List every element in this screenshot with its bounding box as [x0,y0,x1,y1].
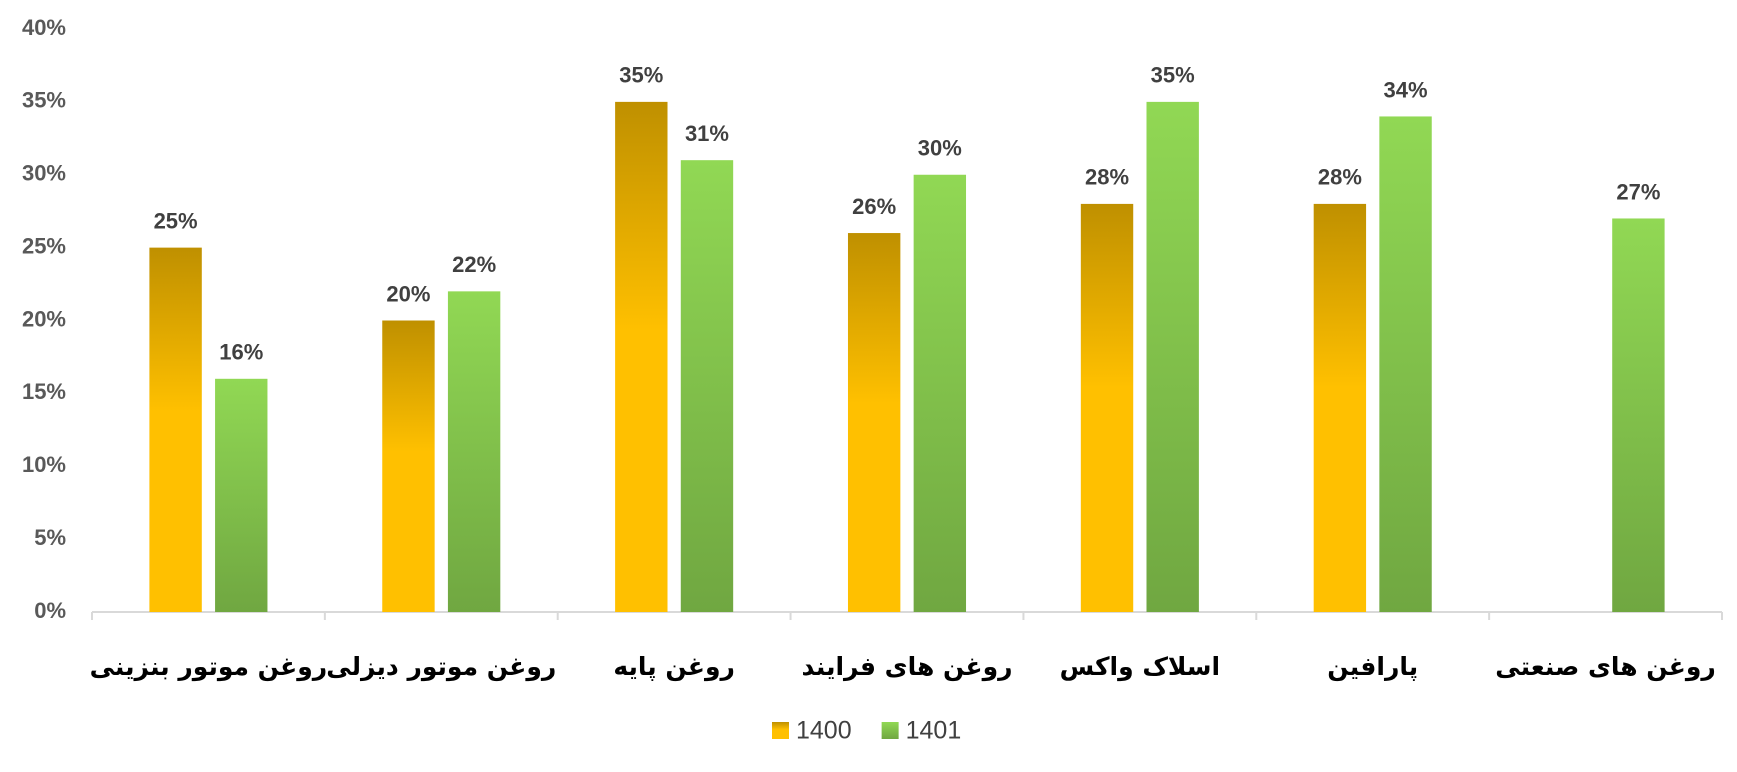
value-label: 30% [918,136,962,161]
bar [913,174,967,612]
bar [1080,203,1134,612]
bar [149,247,202,612]
y-tick-label: 5% [34,525,66,550]
x-tick-label: روغن های فرایند [801,652,1012,682]
y-tick-label: 10% [22,452,66,477]
bar [1379,116,1432,612]
y-tick-label: 25% [22,233,66,258]
value-label: 20% [386,281,430,306]
legend-swatch [881,722,899,739]
x-tick-label: روغن موتور بنزینی [90,652,328,682]
bar [215,378,268,612]
legend-label: 1400 [796,717,852,745]
legend-label: 1401 [906,717,962,745]
y-tick-label: 0% [34,598,66,623]
y-tick-label: 35% [22,88,66,113]
bar [615,101,668,612]
x-tick-label: روغن پایه [613,652,735,682]
x-tick-label: اسلاک واکس [1060,652,1220,682]
bar [447,291,501,612]
value-label: 25% [154,208,198,233]
y-tick-label: 15% [22,379,66,404]
value-label: 22% [452,252,496,277]
value-label: 34% [1384,77,1428,102]
value-label: 16% [219,340,263,365]
value-label: 28% [1085,165,1129,190]
value-label: 26% [852,194,896,219]
value-label: 28% [1318,165,1362,190]
value-label: 27% [1616,179,1660,204]
x-tick-label: روغن موتور دیزلی [326,652,556,682]
bar [382,320,435,612]
y-tick-label: 40% [22,15,66,40]
bar [1313,203,1367,612]
y-tick-label: 20% [22,306,66,331]
value-label: 35% [619,63,663,88]
legend-swatch [772,722,789,739]
bar [847,233,901,613]
value-label: 35% [1151,63,1195,88]
bar [1612,218,1665,612]
value-label: 31% [685,121,729,146]
bar [1146,101,1199,612]
y-tick-label: 30% [22,161,66,186]
bar [680,160,734,613]
x-tick-label: پارافین [1327,652,1418,682]
x-tick-label: روغن های صنعتی [1495,652,1716,682]
